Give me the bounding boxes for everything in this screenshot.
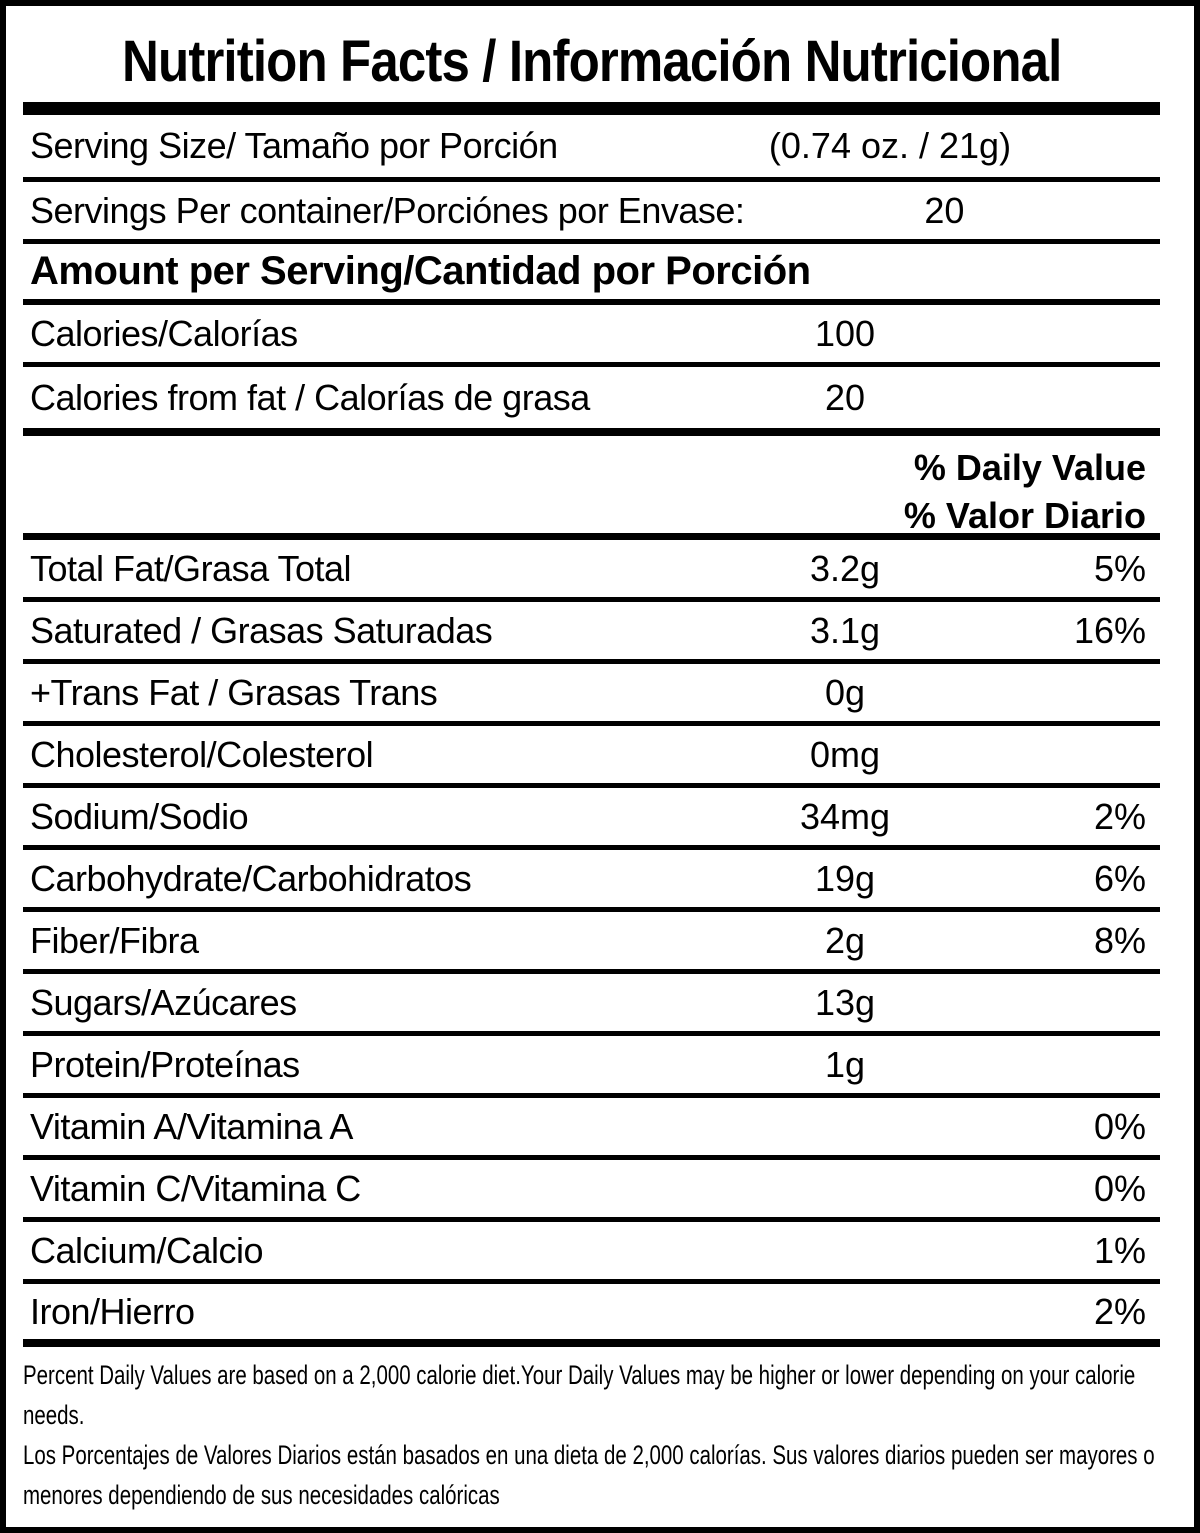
nutrient-daily-value: 8% [1093, 919, 1146, 961]
amount-per-serving-label: Amount per Serving/Cantidad por Porción [30, 249, 811, 293]
nutrient-amount: 0mg [809, 733, 881, 775]
nutrient-label: Cholesterol/Colesterol [30, 733, 374, 775]
servings-per-container-value: 20 [924, 189, 965, 231]
nutrient-label: Iron/Hierro [30, 1290, 195, 1332]
calories-from-fat-label: Calories from fat / Calorías de grasa [30, 376, 590, 418]
nutrient-daily-value: 2% [1093, 1290, 1146, 1332]
nutrient-label: Protein/Proteínas [30, 1043, 300, 1085]
nutrient-row-protein: Protein/Proteínas 1g [23, 1036, 1160, 1098]
nutrient-row-sugars: Sugars/Azúcares 13g [23, 974, 1160, 1036]
footnote-text-block: Percent Daily Values are based on a 2,00… [23, 1355, 1160, 1515]
footnote-english: Percent Daily Values are based on a 2,00… [23, 1360, 1136, 1430]
nutrient-label: Saturated / Grasas Saturadas [30, 609, 493, 651]
nutrient-row-saturated-fat: Saturated / Grasas Saturadas 3.1g 16% [23, 602, 1160, 664]
nutrient-label: Calcium/Calcio [30, 1229, 264, 1271]
calories-row: Calories/Calorías 100 [23, 305, 1160, 367]
amount-per-serving-heading: Amount per Serving/Cantidad por Porción [23, 244, 1160, 305]
nutrient-label: Vitamin A/Vitamina A [30, 1105, 353, 1147]
nutrient-row-fiber: Fiber/Fibra 2g 8% [23, 912, 1160, 974]
calories-value: 100 [814, 312, 876, 354]
calories-from-fat-row: Calories from fat / Calorías de grasa 20 [23, 367, 1160, 436]
nutrient-label: Sugars/Azúcares [30, 981, 297, 1023]
nutrient-label: +Trans Fat / Grasas Trans [30, 671, 438, 713]
daily-value-header: % Daily Value % Valor Diario [23, 436, 1160, 540]
header-divider-bar [23, 102, 1160, 115]
nutrient-amount: 13g [814, 981, 876, 1023]
nutrient-daily-value: 2% [1093, 795, 1146, 837]
servings-per-container-label: Servings Per container/Porciónes por Env… [30, 189, 745, 231]
nutrient-amount: 0g [824, 671, 866, 713]
nutrient-amount: 1g [824, 1043, 866, 1085]
nutrient-row-sodium: Sodium/Sodio 34mg 2% [23, 788, 1160, 850]
nutrient-daily-value: 16% [1073, 609, 1146, 651]
label-header: Nutrition Facts / Información Nutriciona… [23, 32, 1160, 92]
page-title: Nutrition Facts / Información Nutriciona… [121, 29, 1062, 94]
nutrient-amount: 2g [824, 919, 866, 961]
nutrient-daily-value: 6% [1093, 857, 1146, 899]
daily-value-header-es: % Valor Diario [903, 495, 1146, 536]
serving-size-row: Serving Size/ Tamaño por Porción (0.74 o… [23, 115, 1160, 182]
nutrient-amount: 3.1g [809, 609, 881, 651]
nutrient-row-vitamin-c: Vitamin C/Vitamina C 0% [23, 1160, 1160, 1222]
nutrient-label: Carbohydrate/Carbohidratos [30, 857, 472, 899]
nutrient-label: Sodium/Sodio [30, 795, 249, 837]
serving-size-label: Serving Size/ Tamaño por Porción [30, 125, 558, 166]
nutrient-daily-value: 0% [1093, 1167, 1146, 1209]
calories-label: Calories/Calorías [30, 312, 298, 354]
nutrient-row-trans-fat: +Trans Fat / Grasas Trans 0g [23, 664, 1160, 726]
nutrient-row-calcium: Calcium/Calcio 1% [23, 1222, 1160, 1284]
nutrient-row-total-fat: Total Fat/Grasa Total 3.2g 5% [23, 540, 1160, 602]
nutrient-row-vitamin-a: Vitamin A/Vitamina A 0% [23, 1098, 1160, 1160]
daily-value-header-en: % Daily Value [913, 447, 1146, 488]
nutrient-daily-value: 1% [1093, 1229, 1146, 1271]
nutrient-row-carbohydrate: Carbohydrate/Carbohidratos 19g 6% [23, 850, 1160, 912]
nutrient-label: Fiber/Fibra [30, 919, 199, 961]
nutrient-label: Vitamin C/Vitamina C [30, 1167, 361, 1209]
nutrient-amount: 34mg [799, 795, 891, 837]
nutrient-label: Total Fat/Grasa Total [30, 547, 352, 589]
nutrient-row-cholesterol: Cholesterol/Colesterol 0mg [23, 726, 1160, 788]
footnote-spanish: Los Porcentajes de Valores Diarios están… [23, 1440, 1155, 1510]
calories-from-fat-value: 20 [824, 376, 866, 418]
nutrient-row-iron: Iron/Hierro 2% [23, 1284, 1160, 1347]
nutrient-daily-value: 0% [1093, 1105, 1146, 1147]
footnote-section: Percent Daily Values are based on a 2,00… [23, 1355, 1160, 1515]
nutrient-amount: 3.2g [809, 547, 881, 589]
nutrient-daily-value: 5% [1093, 547, 1146, 589]
serving-size-value: (0.74 oz. / 21g) [768, 125, 1012, 166]
servings-per-container-row: Servings Per container/Porciónes por Env… [23, 182, 1160, 244]
nutrient-amount: 19g [814, 857, 876, 899]
